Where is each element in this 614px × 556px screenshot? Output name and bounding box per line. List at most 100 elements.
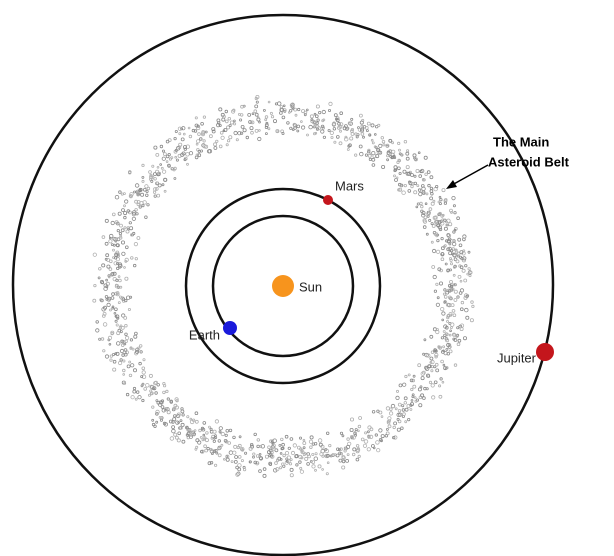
asteroid: [313, 112, 317, 116]
asteroid: [93, 283, 97, 288]
asteroid: [398, 383, 403, 388]
asteroid: [419, 385, 423, 389]
asteroid: [385, 427, 389, 431]
asteroid: [363, 439, 369, 444]
asteroid: [200, 426, 205, 430]
asteroid: [439, 198, 443, 202]
asteroid: [118, 236, 123, 240]
asteroid: [365, 129, 369, 133]
asteroid: [373, 133, 377, 136]
asteroid: [231, 109, 236, 114]
asteroid: [414, 158, 417, 161]
asteroid: [121, 240, 126, 245]
asteroid: [141, 175, 145, 179]
asteroid: [127, 170, 132, 175]
asteroid: [129, 226, 134, 231]
asteroid: [130, 395, 135, 400]
annotation-arrow: [451, 164, 489, 186]
asteroid: [411, 395, 415, 399]
asteroid: [416, 184, 420, 188]
asteroid: [339, 452, 343, 456]
asteroid: [421, 210, 426, 215]
asteroid: [405, 151, 410, 156]
asteroid: [357, 447, 360, 451]
asteroid: [302, 441, 307, 446]
asteroid: [423, 386, 427, 391]
asteroid: [287, 111, 291, 114]
asteroid: [397, 141, 401, 145]
asteroid: [389, 407, 393, 411]
asteroid: [423, 215, 428, 220]
asteroid: [449, 284, 454, 289]
arrow-head: [446, 180, 457, 189]
asteroid: [253, 109, 258, 113]
asteroid: [146, 203, 150, 207]
asteroid: [212, 439, 216, 443]
asteroid: [225, 454, 230, 459]
asteroid: [180, 152, 185, 157]
asteroid: [330, 135, 334, 139]
asteroid: [281, 131, 285, 135]
asteroid: [193, 129, 198, 133]
asteroid: [333, 140, 337, 144]
asteroid: [126, 226, 130, 230]
asteroid: [430, 192, 434, 196]
asteroid: [453, 228, 457, 232]
asteroid: [125, 392, 130, 397]
asteroid: [206, 149, 212, 154]
asteroid: [435, 282, 439, 286]
asteroid: [197, 440, 202, 445]
asteroid: [441, 311, 446, 316]
asteroid: [324, 454, 329, 458]
asteroid: [332, 127, 337, 131]
asteroid: [189, 432, 194, 437]
asteroid: [296, 124, 301, 129]
asteroid: [119, 295, 123, 299]
asteroid: [441, 318, 445, 322]
asteroid: [452, 230, 456, 234]
asteroid: [401, 190, 406, 195]
asteroid: [385, 143, 390, 148]
asteroid: [449, 208, 453, 213]
asteroid: [298, 436, 302, 440]
asteroid: [134, 183, 140, 188]
asteroid: [413, 174, 417, 178]
asteroid: [329, 454, 333, 458]
asteroid: [448, 257, 452, 261]
asteroid: [119, 358, 123, 362]
asteroid: [141, 366, 146, 371]
asteroid: [311, 119, 317, 125]
asteroid: [445, 366, 449, 370]
asteroid: [420, 371, 425, 376]
asteroid: [262, 473, 267, 478]
asteroid: [273, 468, 278, 473]
asteroid: [389, 154, 392, 158]
asteroid: [114, 194, 120, 200]
asteroid: [445, 220, 448, 224]
asteroid: [327, 109, 331, 113]
asteroid: [240, 459, 244, 463]
earth-label: Earth: [189, 327, 220, 342]
asteroid: [258, 456, 264, 461]
asteroid: [470, 300, 474, 304]
asteroid: [151, 405, 155, 409]
asteroid: [289, 126, 293, 130]
asteroid: [339, 447, 343, 451]
asteroid: [125, 245, 129, 250]
asteroid: [112, 359, 117, 364]
asteroid: [461, 268, 466, 273]
asteroid: [317, 438, 323, 443]
asteroid: [300, 450, 305, 455]
asteroid: [266, 450, 271, 455]
asteroid: [118, 325, 122, 329]
asteroid: [284, 450, 290, 456]
asteroid: [369, 427, 374, 432]
asteroid: [440, 359, 444, 364]
asteroid: [393, 174, 396, 178]
asteroid: [198, 428, 202, 433]
asteroid: [110, 271, 115, 276]
asteroid: [442, 345, 446, 349]
asteroid: [378, 428, 383, 433]
asteroid: [430, 359, 435, 365]
asteroid: [144, 184, 149, 189]
